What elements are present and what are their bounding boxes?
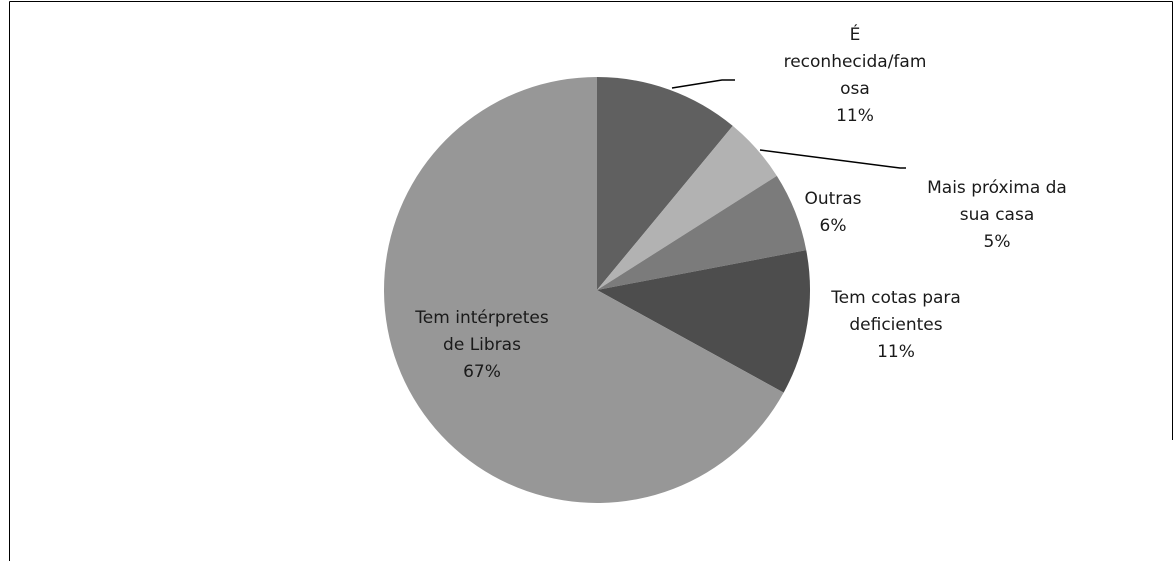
pie-slice (597, 125, 777, 290)
pie-slice (383, 77, 784, 503)
category-label: Tem cotas para deficientes (831, 288, 961, 335)
category-label: Mais próxima da sua casa (927, 178, 1067, 225)
value-label: 11% (836, 106, 874, 126)
category-label: É reconhecida/famosa (783, 25, 927, 99)
category-label: Outras (804, 189, 862, 209)
pie-slice (597, 175, 807, 290)
slice-label: Mais próxima da sua casa 5% (917, 175, 1077, 256)
category-label: Tem intérpretes de Libras (415, 308, 549, 355)
slice-label: Tem cotas para deficientes 11% (811, 285, 981, 366)
leader-line (671, 79, 735, 89)
value-label: 6% (819, 216, 847, 236)
pie-slice (597, 250, 810, 393)
slice-label: Tem intérpretes de Libras 67% (402, 305, 562, 386)
pie-slice (597, 77, 733, 290)
value-label: 5% (983, 232, 1011, 252)
slice-label: É reconhecida/famosa 11% (780, 22, 930, 130)
leader-line (759, 149, 906, 169)
slice-label: Outras 6% (793, 186, 873, 240)
value-label: 67% (463, 362, 501, 382)
value-label: 11% (877, 342, 915, 362)
